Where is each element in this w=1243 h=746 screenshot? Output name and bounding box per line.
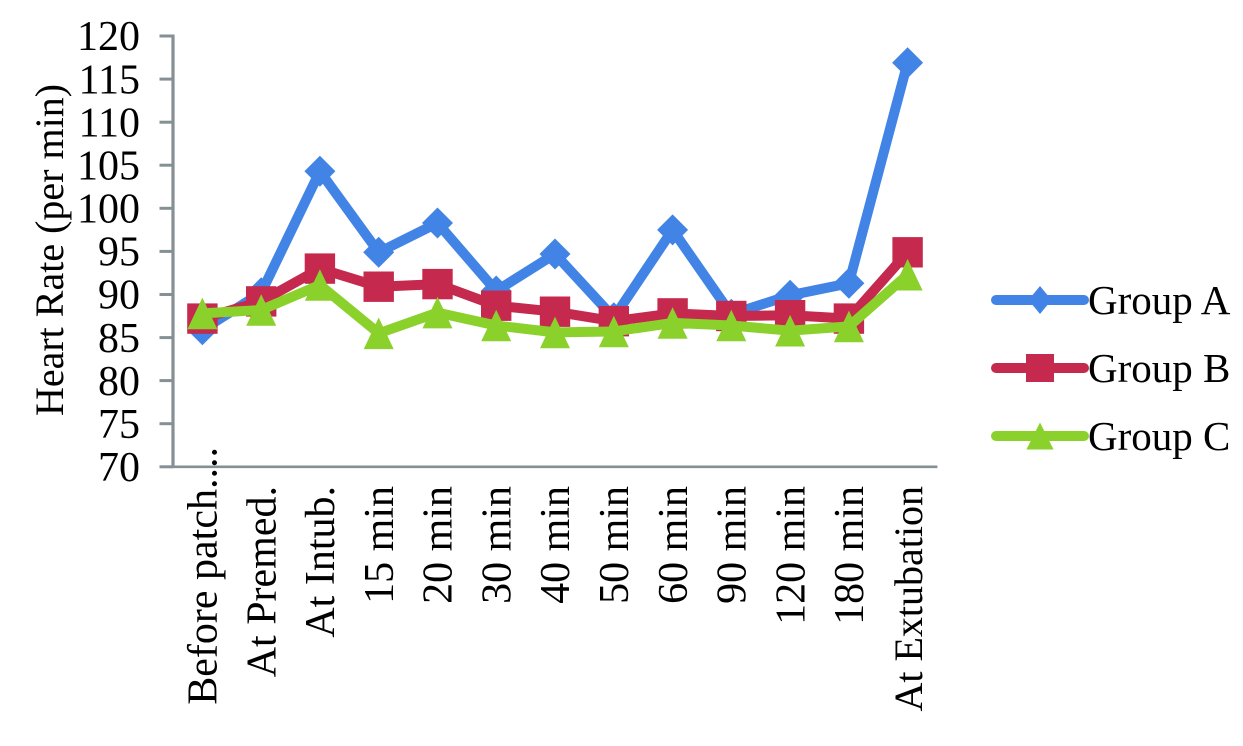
svg-text:75: 75	[98, 402, 140, 448]
svg-text:105: 105	[77, 143, 140, 189]
svg-text:85: 85	[98, 316, 140, 362]
svg-text:95: 95	[98, 230, 140, 276]
svg-text:120: 120	[77, 14, 140, 60]
svg-text:110: 110	[79, 100, 140, 146]
svg-text:60 min: 60 min	[651, 486, 697, 604]
svg-text:At Intub.: At Intub.	[298, 486, 344, 638]
svg-text:At Premed.: At Premed.	[239, 486, 285, 677]
svg-text:90: 90	[98, 273, 140, 319]
svg-text:At Extubation: At Extubation	[886, 486, 931, 712]
svg-text:115: 115	[79, 57, 140, 103]
svg-text:Group B: Group B	[1088, 345, 1230, 391]
svg-text:Heart Rate (per min): Heart Rate (per min)	[27, 84, 72, 416]
svg-text:30 min: 30 min	[474, 486, 520, 604]
svg-text:50 min: 50 min	[592, 486, 638, 604]
svg-text:40 min: 40 min	[533, 486, 579, 604]
svg-text:180 min: 180 min	[827, 486, 873, 625]
svg-text:120 min: 120 min	[768, 486, 814, 625]
svg-text:15 min: 15 min	[357, 486, 403, 604]
svg-text:90 min: 90 min	[710, 486, 756, 604]
svg-text:Before patch....: Before patch....	[181, 447, 227, 705]
svg-text:Group A: Group A	[1088, 277, 1231, 323]
svg-text:70: 70	[98, 445, 140, 491]
svg-text:Group C: Group C	[1088, 413, 1230, 459]
svg-text:80: 80	[98, 359, 140, 405]
svg-text:100: 100	[77, 187, 140, 233]
svg-text:20 min: 20 min	[416, 486, 462, 604]
